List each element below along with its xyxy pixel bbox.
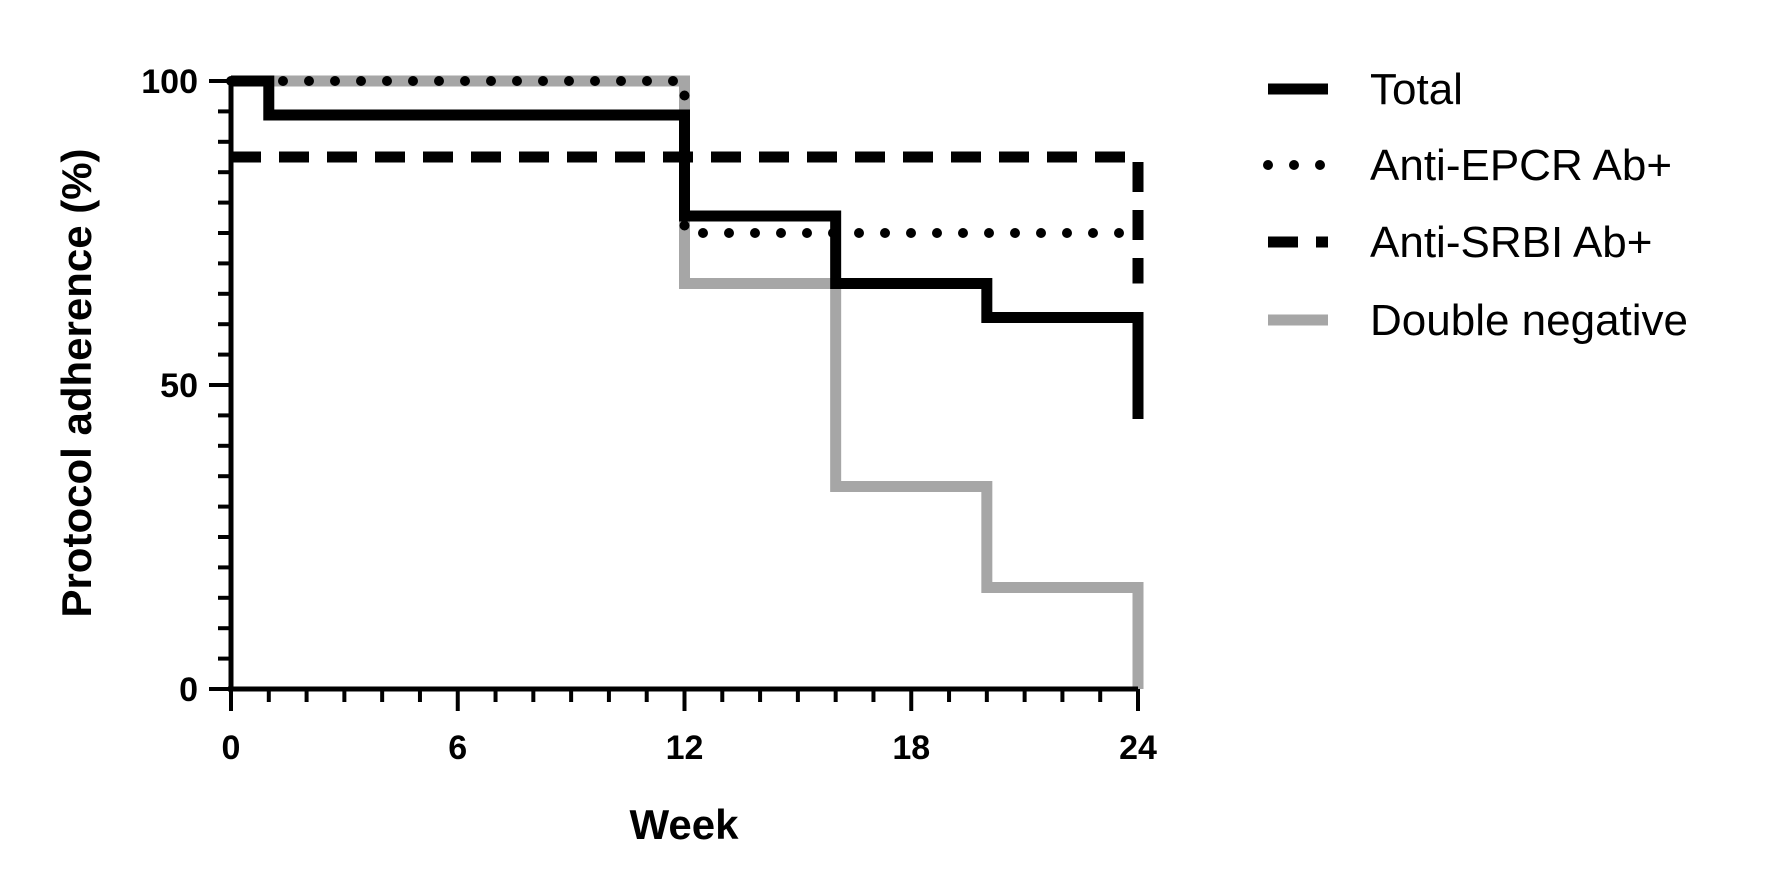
legend-label-1: Anti-EPCR Ab+	[1370, 141, 1672, 190]
y-tick-label: 100	[141, 63, 198, 101]
y-tick-label: 50	[160, 367, 198, 405]
x-tick-label: 18	[892, 729, 930, 767]
series-line-0	[231, 75, 1144, 420]
legend-label-2: Anti-SRBI Ab+	[1370, 218, 1652, 267]
x-tick-label: 6	[448, 729, 467, 767]
series-line-2	[231, 151, 1144, 284]
x-axis-title: Week	[630, 801, 740, 848]
x-tick-label: 24	[1119, 729, 1157, 767]
x-tick-label: 12	[666, 729, 704, 767]
legend-label-0: Total	[1370, 65, 1463, 114]
legend: Total Anti-EPCR Ab+ Anti-SRBI Ab+ Double ne…	[1263, 65, 1688, 345]
legend-label-3: Double negative	[1370, 296, 1688, 345]
series-layer	[226, 75, 1144, 689]
series-line-1	[226, 76, 1143, 238]
y-axis-title: Protocol adherence (%)	[53, 148, 100, 617]
x-tick-label: 0	[222, 729, 241, 767]
y-tick-label: 0	[179, 671, 198, 709]
ticks-layer	[209, 79, 1140, 711]
tick-labels-layer: 0 6 12 18 24 0 50 100	[141, 63, 1157, 767]
